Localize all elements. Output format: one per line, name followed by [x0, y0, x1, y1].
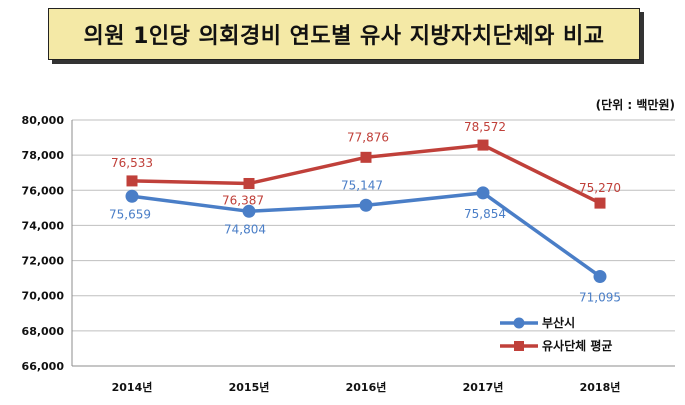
- legend-label: 유사단체 평균: [542, 338, 612, 353]
- data-label-peer: 75,270: [579, 181, 621, 195]
- y-tick-label: 66,000: [22, 360, 65, 373]
- legend-label: 부산시: [542, 315, 575, 330]
- chart-title-box: 의원 1인당 의회경비 연도별 유사 지방자치단체와 비교: [48, 8, 640, 60]
- data-point-peer: [594, 197, 606, 209]
- y-tick-label: 70,000: [22, 290, 65, 303]
- x-tick-label: 2017년: [463, 380, 504, 394]
- data-point-peer: [477, 139, 489, 151]
- data-label-peer: 76,387: [222, 193, 264, 207]
- data-point-busan: [593, 269, 607, 283]
- data-point-busan: [359, 198, 373, 212]
- x-tick-label: 2018년: [580, 380, 621, 394]
- y-tick-label: 72,000: [22, 255, 65, 268]
- data-label-busan: 75,854: [464, 207, 506, 221]
- data-point-busan: [125, 189, 139, 203]
- data-point-busan: [242, 204, 256, 218]
- y-tick-label: 78,000: [22, 149, 65, 162]
- data-label-peer: 77,876: [347, 130, 389, 144]
- data-label-busan: 75,147: [341, 178, 383, 192]
- data-point-busan: [476, 186, 490, 200]
- legend-marker-circle: [513, 317, 525, 329]
- unit-label: (단위 : 백만원): [595, 98, 675, 112]
- data-label-peer: 76,533: [111, 156, 153, 170]
- data-label-busan: 75,659: [109, 207, 151, 221]
- x-tick-label: 2015년: [229, 380, 270, 394]
- data-point-peer: [243, 177, 255, 189]
- x-tick-label: 2014년: [112, 380, 153, 394]
- data-point-peer: [360, 151, 372, 163]
- data-label-busan: 71,095: [579, 290, 621, 304]
- chart-title: 의원 1인당 의회경비 연도별 유사 지방자치단체와 비교: [83, 24, 605, 49]
- y-tick-label: 68,000: [22, 325, 65, 338]
- x-tick-label: 2016년: [346, 380, 387, 394]
- data-label-peer: 78,572: [464, 120, 506, 134]
- legend-marker-square: [514, 341, 524, 351]
- y-tick-label: 74,000: [22, 219, 65, 232]
- data-point-peer: [126, 175, 138, 187]
- y-tick-label: 80,000: [22, 114, 65, 127]
- y-tick-label: 76,000: [22, 184, 65, 197]
- data-label-busan: 74,804: [224, 222, 266, 236]
